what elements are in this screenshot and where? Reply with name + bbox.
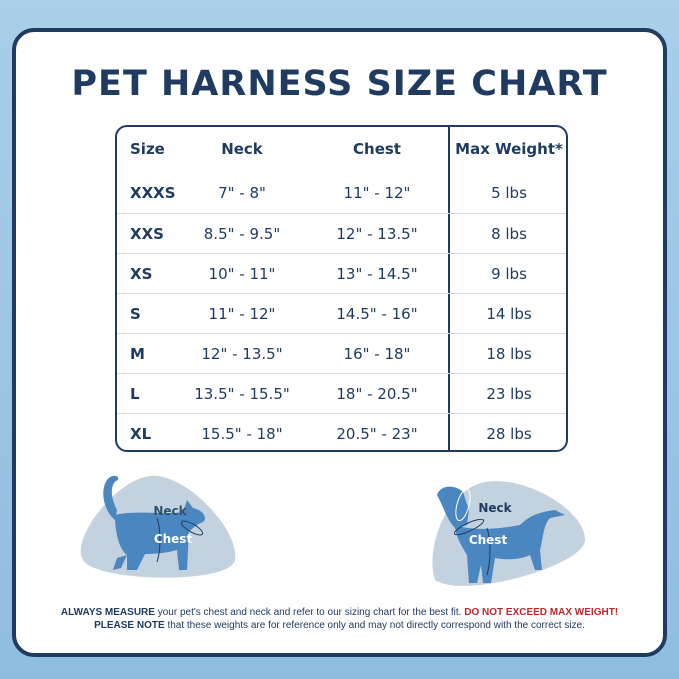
header-max-weight: Max Weight* [455,140,563,158]
page-title: PET HARNESS SIZE CHART [71,64,608,104]
footer-line-2: PLEASE NOTE that these weights are for r… [20,619,659,632]
footer-note: ALWAYS MEASURE your pet's chest and neck… [20,606,659,632]
note-text: that these weights are for reference onl… [164,620,585,631]
table-row: XL 15.5" - 18" 20.5" - 23" 28 lbs [117,413,566,454]
please-note-label: PLEASE NOTE [94,620,165,631]
cat-illustration: Neck Chest [80,475,236,578]
cell-chest: 13" - 14.5" [336,265,418,283]
cell-size: XXS [130,225,164,243]
cell-neck: 7" - 8" [218,184,266,202]
table-row: XXS 8.5" - 9.5" 12" - 13.5" 8 lbs [117,213,566,254]
cell-size: XXXS [130,184,176,202]
cell-max-weight: 9 lbs [491,265,527,283]
header-neck: Neck [221,140,263,158]
table-row: L 13.5" - 15.5" 18" - 20.5" 23 lbs [117,373,566,414]
cell-chest: 14.5" - 16" [336,305,418,323]
size-table: Size Neck Chest Max Weight* XXXS 7" - 8" 1… [115,125,568,452]
cell-size: XL [130,425,152,443]
cell-max-weight: 28 lbs [486,425,532,443]
cell-neck: 15.5" - 18" [201,425,283,443]
always-measure-label: ALWAYS MEASURE [60,607,155,618]
cell-neck: 8.5" - 9.5" [203,225,281,243]
cell-chest: 12" - 13.5" [336,225,418,243]
cell-neck: 13.5" - 15.5" [194,385,290,403]
cat-chest-label: Chest [154,532,193,546]
column-divider [448,127,450,450]
cell-chest: 11" - 12" [343,184,411,202]
cat-neck-label: Neck [153,504,187,518]
cell-size: S [130,305,141,323]
table-row: M 12" - 13.5" 16" - 18" 18 lbs [117,333,566,374]
cell-neck: 10" - 11" [208,265,276,283]
dog-neck-label: Neck [478,501,512,515]
table-header: Size Neck Chest Max Weight* [117,129,566,169]
cell-max-weight: 23 lbs [486,385,532,403]
dog-illustration: Neck Chest [432,481,585,586]
dog-silhouette-icon [437,486,565,583]
table-row: XS 10" - 11" 13" - 14.5" 9 lbs [117,253,566,294]
table-row: S 11" - 12" 14.5" - 16" 14 lbs [117,293,566,334]
max-weight-warning: DO NOT EXCEED MAX WEIGHT! [464,607,619,618]
cell-max-weight: 5 lbs [491,184,527,202]
dog-chest-label: Chest [469,533,508,547]
cell-chest: 18" - 20.5" [336,385,418,403]
cell-max-weight: 8 lbs [491,225,527,243]
header-chest: Chest [353,140,401,158]
cell-size: XS [130,265,153,283]
cell-max-weight: 18 lbs [486,345,532,363]
measure-text: your pet's chest and neck and refer to o… [154,607,465,618]
cell-size: L [130,385,140,403]
cell-neck: 12" - 13.5" [201,345,283,363]
cell-size: M [130,345,145,363]
table-row: XXXS 7" - 8" 11" - 12" 5 lbs [117,173,566,213]
cell-chest: 16" - 18" [343,345,411,363]
footer-line-1: ALWAYS MEASURE your pet's chest and neck… [20,606,659,619]
cell-chest: 20.5" - 23" [336,425,418,443]
cell-neck: 11" - 12" [208,305,276,323]
header-size: Size [130,140,165,158]
cell-max-weight: 14 lbs [486,305,532,323]
